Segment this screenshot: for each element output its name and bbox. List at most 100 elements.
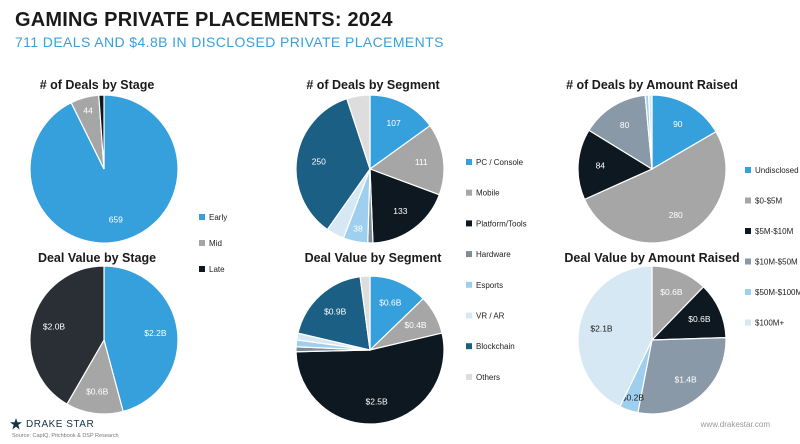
legend-swatch-pc-console — [466, 159, 472, 165]
slice-label: $0.6B — [379, 297, 402, 307]
pie-slice-late — [98, 94, 105, 170]
pie-slice-undisclosed — [651, 94, 717, 171]
page-title: GAMING PRIVATE PLACEMENTS: 2024 — [15, 9, 393, 31]
legend-swatch-mid — [199, 240, 205, 246]
legend-swatch-others — [466, 373, 472, 380]
pie-slice-blockchain — [297, 275, 371, 351]
legend-label: Hardware — [476, 250, 511, 259]
slice-label: 84 — [596, 161, 606, 171]
legend-label: Platform/Tools — [476, 219, 527, 228]
pie-slice-late — [29, 265, 105, 405]
legend-swatch-esports — [466, 281, 472, 288]
website-link[interactable]: www.drakestar.com — [700, 420, 770, 429]
slice-label: $2.1B — [590, 324, 613, 334]
pie-slice-5m-10m — [577, 129, 654, 201]
slice-label: $0.6B — [660, 287, 683, 297]
pie-chart-deal-value-by-segment: Deal Value by Segment $0.6B $0.4B $2.5B $0.9… — [295, 251, 445, 425]
chart-title: Deal Value by Segment — [305, 251, 443, 265]
slice-label: $0.6B — [688, 314, 711, 324]
slice-label: 133 — [393, 206, 407, 216]
pie-slice-platform-tools — [369, 168, 441, 244]
chart-title: Deal Value by Amount Raised — [564, 251, 739, 265]
pie-slice-0-5m — [583, 130, 727, 244]
legend-swatch-mobile — [466, 189, 472, 196]
legend-label: Early — [209, 213, 227, 222]
slice-label: 107 — [387, 118, 401, 128]
legend-label: PC / Console — [476, 158, 524, 167]
pie-chart-deal-value-by-stage: Deal Value by Stage $2.2B $0.6B $2.0B — [29, 251, 179, 415]
logo: DRAKE STAR — [10, 418, 94, 430]
legend-swatch-early — [199, 214, 205, 220]
legend-label: Blockchain — [476, 342, 515, 351]
legend-swatch-blockchain — [466, 343, 472, 350]
legend-label: $0-$5M — [755, 197, 782, 206]
pie-chart-of-deals-by-amount-raised: # of Deals by Amount Raised 90 280 84 80 — [566, 78, 738, 244]
legend-swatch-platform-tools — [466, 220, 472, 227]
slice-label: $2.2B — [144, 328, 167, 338]
legend-swatch-50m-100m — [745, 289, 751, 295]
chart-title: # of Deals by Stage — [40, 78, 155, 92]
pie-slice-platform-tools — [295, 332, 445, 425]
legend-label: VR / AR — [476, 312, 505, 321]
pie-slice-mobile — [368, 124, 445, 196]
pie-slice-others — [346, 94, 371, 170]
slice-label: 44 — [83, 105, 93, 115]
pie-slice-100m — [647, 94, 653, 170]
source-note: Source: CapIQ, Pitchbook & DSP Research — [12, 433, 119, 439]
slice-label: $1.4B — [674, 374, 697, 384]
pie-slice-early — [103, 265, 179, 413]
logo-text: DRAKE STAR — [26, 418, 95, 430]
slice-label: $2.5B — [365, 396, 388, 406]
slice-label: $0.6B — [86, 386, 109, 396]
pie-slice-pc-console — [369, 94, 431, 171]
legend-stage: Early Mid Late — [199, 213, 227, 274]
slice-label: 250 — [312, 156, 326, 166]
legend-swatch-10m-50m — [745, 258, 751, 265]
legend-label: Undisclosed — [755, 166, 799, 175]
pie-chart-deal-value-by-amount-raised: Deal Value by Amount Raised $0.6B $0.6B $1.… — [564, 251, 740, 415]
drake-star-logo-icon — [10, 418, 22, 430]
pie-slice-10m-50m — [588, 94, 653, 171]
slice-label: 90 — [673, 119, 683, 129]
legend-label: Mid — [209, 239, 222, 248]
slice-label: 80 — [620, 120, 630, 130]
legend-swatch-5m-10m — [745, 228, 751, 234]
slice-label: $0.9B — [324, 307, 347, 317]
pie-slice-100m — [577, 265, 653, 408]
legend-swatch-hardware — [466, 251, 472, 258]
legend-label: $5M-$10M — [755, 227, 794, 236]
legend-segment: PC / Console Mobile Platform/Tools Hardware… — [466, 158, 527, 382]
slice-label: 38 — [353, 224, 363, 234]
slice-label: 111 — [415, 157, 428, 167]
legend-swatch-100m — [745, 319, 751, 326]
legend-swatch-vr-ar — [466, 312, 472, 319]
legend-label: $50M-$100M — [755, 288, 800, 297]
slice-label: $0.4B — [404, 320, 427, 330]
legend-swatch-late — [199, 266, 205, 272]
pie-slice-10m-50m — [637, 337, 727, 415]
page-subtitle: 711 DEALS AND $4.8B IN DISCLOSED PRIVATE… — [15, 34, 444, 50]
pie-slice-pc-console — [369, 275, 425, 352]
legend-label: Mobile — [476, 189, 500, 198]
legend-swatch-undisclosed — [745, 167, 751, 173]
pie-slice-blockchain — [295, 97, 371, 231]
legend-label: Late — [209, 265, 225, 274]
legend-label: $10M-$50M — [755, 258, 798, 267]
pie-slice-others — [359, 275, 371, 351]
chart-title: # of Deals by Amount Raised — [566, 78, 738, 92]
pie-chart-of-deals-by-segment: # of Deals by Segment 107 111 133 38 250 — [295, 78, 445, 244]
pie-slice-mid — [66, 338, 124, 415]
legend-swatch-0-5m — [745, 197, 751, 204]
slice-label: 280 — [669, 210, 683, 220]
slice-label: $0.2B — [622, 393, 645, 403]
slice-label: 659 — [109, 214, 123, 224]
slice-label: $2.0B — [43, 322, 66, 332]
chart-title: # of Deals by Segment — [306, 78, 440, 92]
legend-label: Esports — [476, 281, 503, 290]
chart-title: Deal Value by Stage — [38, 251, 156, 265]
pie-chart-of-deals-by-stage: # of Deals by Stage 659 44 — [29, 78, 179, 244]
legend-label: Others — [476, 373, 500, 382]
legend-amount: Undisclosed $0-$5M $5M-$10M $10M-$50M $50M-$… — [745, 166, 800, 328]
legend-label: $100M+ — [755, 319, 784, 328]
